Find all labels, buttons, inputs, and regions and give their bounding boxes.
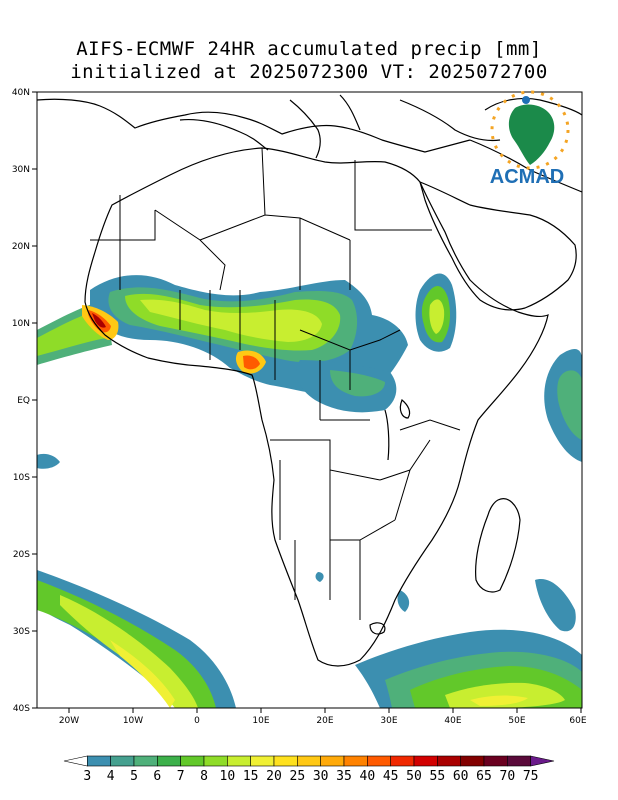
acmad-logo: ACMAD (490, 90, 570, 188)
lon-label: 10W (123, 716, 143, 726)
africa-coastline (84, 147, 549, 667)
colorbar-swatch (250, 755, 275, 767)
lon-labels: 20W 10W 0 10E 20E 30E 40E 50E 60E (59, 716, 587, 726)
colorbar-label: 45 (383, 769, 399, 784)
colorbar-label: 20 (266, 769, 282, 784)
colorbar-label: 35 (336, 769, 352, 784)
colorbar-swatch (460, 755, 485, 767)
acmad-africa-sun-logo (490, 90, 570, 170)
lat-label: 40S (13, 704, 30, 714)
colorbar-label: 70 (500, 769, 516, 784)
colorbar-label: 10 (220, 769, 236, 784)
colorbar-label: 55 (430, 769, 446, 784)
colorbar-swatch (133, 755, 158, 767)
lon-label: 30E (380, 716, 397, 726)
lon-label: 60E (569, 716, 586, 726)
precip-shading (37, 273, 582, 708)
colorbar-label: 15 (243, 769, 259, 784)
lon-label: 0 (194, 716, 200, 726)
colorbar-label: 4 (107, 769, 115, 784)
colorbar-swatch (273, 755, 298, 767)
colorbar-swatch (320, 755, 345, 767)
colorbar-swatch (413, 755, 438, 767)
lat-label: 10S (13, 473, 30, 483)
axis-ticks (32, 91, 582, 713)
colorbar-label: 25 (290, 769, 306, 784)
map-title-line1: AIFS-ECMWF 24HR accumulated precip [mm] (76, 38, 542, 60)
colorbar-swatch (367, 755, 391, 767)
colorbar-label: 6 (153, 769, 161, 784)
lat-label: 40N (12, 88, 30, 98)
colorbar: 3 4 5 6 7 8 10 15 20 25 30 35 40 45 50 55 60 65 70 75 (63, 755, 555, 784)
colorbar-swatch (157, 755, 181, 767)
europe-coastline (37, 98, 471, 153)
lat-label: 30S (13, 627, 30, 637)
colorbar-label: 40 (360, 769, 376, 784)
colorbar-label: 60 (453, 769, 469, 784)
colorbar-swatch (390, 755, 415, 767)
colorbar-label: 8 (200, 769, 208, 784)
lat-label: 20S (13, 550, 30, 560)
colorbar-swatch (180, 755, 205, 767)
lat-label: 30N (12, 165, 30, 175)
colorbar-swatch (507, 755, 531, 767)
lat-label: 20N (12, 242, 30, 252)
colorbar-label: 75 (523, 769, 539, 784)
lat-labels: 40N 30N 20N 10N EQ 10S 20S 30S 40S (12, 88, 30, 714)
madagascar-coastline (475, 498, 521, 593)
colorbar-swatch (530, 755, 555, 767)
colorbar-swatch (297, 755, 321, 767)
lon-label: 40E (444, 716, 461, 726)
coastlines-and-borders (37, 94, 582, 667)
colorbar-swatch (87, 755, 111, 767)
lon-label: 20E (316, 716, 333, 726)
lon-label: 50E (508, 716, 525, 726)
colorbar-swatch (227, 755, 251, 767)
country-borders (90, 147, 461, 620)
colorbar-swatch (437, 755, 461, 767)
colorbar-label: 7 (177, 769, 185, 784)
colorbar-swatch (483, 755, 508, 767)
acmad-logo-text: ACMAD (490, 166, 564, 188)
lon-label: 20W (59, 716, 79, 726)
arabia-coastline (419, 180, 577, 311)
lon-label: 10E (252, 716, 269, 726)
colorbar-swatch (63, 755, 88, 767)
map-title-line2: initialized at 2025072300 VT: 2025072700 (70, 61, 548, 83)
colorbar-label: 30 (313, 769, 329, 784)
colorbar-swatch (110, 755, 135, 767)
lat-label: 10N (12, 319, 30, 329)
colorbar-label: 65 (476, 769, 492, 784)
colorbar-swatch (203, 755, 228, 767)
colorbar-label: 5 (130, 769, 138, 784)
colorbar-label: 50 (406, 769, 422, 784)
colorbar-label: 3 (83, 769, 91, 784)
map-background (37, 92, 582, 708)
lat-label: EQ (17, 396, 30, 406)
colorbar-swatch (343, 755, 368, 767)
